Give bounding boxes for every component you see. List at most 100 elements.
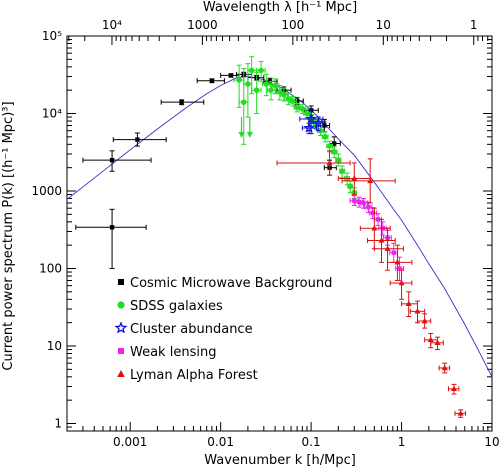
data-point (290, 98, 296, 104)
legend-label: Cluster abundance (130, 322, 253, 337)
data-point (450, 385, 457, 392)
data-point (322, 134, 328, 140)
y-tick-label: 1 (54, 416, 62, 430)
data-point (228, 73, 234, 78)
data-point (335, 157, 342, 163)
top-x-tick-label: 10 (376, 18, 391, 32)
y-tick-label: 10 (47, 339, 62, 353)
data-point (276, 89, 283, 95)
data-point (414, 308, 421, 314)
data-point (268, 87, 274, 93)
legend-marker (118, 348, 124, 354)
y-tick-label: 10⁵ (42, 29, 62, 43)
data-point (258, 67, 264, 74)
x-tick-label: 0.01 (207, 435, 234, 449)
top-x-tick-label: 10⁴ (102, 18, 122, 32)
data-point (135, 137, 140, 142)
data-point (347, 183, 353, 190)
data-point (299, 105, 306, 112)
data-point (378, 237, 385, 243)
x-tick-label: 0.1 (302, 435, 321, 449)
data-point (371, 225, 378, 231)
error-bar (75, 208, 147, 269)
data-point (361, 200, 366, 206)
plot-frame (66, 35, 493, 432)
data-point (294, 98, 300, 104)
y-axis-label: Current power spectrum P(k) [(h⁻¹ Mpc)³] (1, 101, 16, 370)
data-point (397, 266, 402, 271)
data-point (384, 245, 391, 251)
axes: 0.001 0.01 0.1 1 10 10⁴ 1000 100 10 1 1 10 100 1000 10… (31, 18, 499, 449)
error-bar (82, 150, 152, 172)
data-point (457, 410, 464, 416)
data-point (209, 78, 215, 83)
series-cosmic-microwave-background (75, 71, 341, 269)
x-tick-label: 1 (398, 435, 406, 449)
top-x-axis-label: Wavelength λ [h⁻¹ Mpc] (203, 0, 357, 15)
upper-limit-arrowhead (246, 131, 253, 138)
data-point (331, 141, 337, 146)
data-point (375, 217, 381, 222)
data-point (312, 117, 324, 128)
data-point (326, 159, 333, 166)
data-point (356, 199, 362, 205)
data-point (427, 336, 434, 343)
legend-marker (114, 321, 128, 334)
error-bar (271, 78, 280, 95)
legend: Cosmic Microwave Background SDSS galaxies… (114, 276, 332, 383)
x-tick-label: 0.001 (113, 435, 147, 449)
y-tick-label: 10⁴ (42, 106, 62, 120)
legend-label: SDSS galaxies (130, 299, 223, 314)
top-x-tick-label: 100 (281, 18, 304, 32)
x-tick-label: 10 (484, 435, 499, 449)
top-x-tick-label: 1 (470, 18, 478, 32)
top-x-tick-label: 1000 (187, 18, 218, 32)
data-point (179, 99, 184, 105)
legend-marker (117, 370, 125, 377)
data-point (441, 364, 448, 371)
data-point (245, 81, 251, 87)
data-point (281, 91, 287, 98)
data-point (421, 317, 428, 324)
legend-label: Lyman Alpha Forest (130, 368, 258, 383)
error-bar (430, 336, 444, 351)
data-point (294, 104, 300, 111)
data-point (253, 87, 260, 93)
data-point (331, 149, 337, 155)
data-point (272, 82, 278, 89)
data-point (370, 210, 375, 216)
legend-marker (118, 279, 124, 285)
data-point (398, 279, 405, 286)
data-point (326, 143, 333, 149)
data-point (263, 81, 270, 87)
error-bar (256, 60, 266, 82)
error-bar (112, 132, 167, 147)
series-lyman-alpha-forest (276, 150, 467, 418)
data-point (367, 177, 374, 184)
data-point (109, 225, 115, 230)
series-cluster-abundance (299, 108, 327, 135)
data-point (236, 77, 242, 83)
data-point (434, 339, 441, 345)
data-point (304, 110, 310, 117)
data-point (366, 204, 371, 210)
data-point (391, 250, 396, 255)
data-point (109, 157, 115, 163)
legend-label: Cosmic Microwave Background (130, 276, 332, 291)
data-point (405, 300, 412, 307)
data-point (351, 175, 358, 181)
legend-label: Weak lensing (130, 345, 216, 360)
data-point (352, 198, 357, 203)
legend-marker (117, 301, 125, 309)
x-axis-label: Wavenumber k [h/Mpc] (204, 453, 356, 468)
upper-limit-arrowhead (238, 131, 245, 138)
data-point (248, 67, 255, 74)
y-tick-label: 1000 (31, 184, 62, 198)
data-point (322, 123, 327, 128)
y-tick-label: 100 (39, 261, 62, 275)
data-points-layer (75, 56, 467, 418)
data-point (339, 168, 345, 175)
data-point (240, 99, 247, 105)
data-point (303, 122, 315, 133)
